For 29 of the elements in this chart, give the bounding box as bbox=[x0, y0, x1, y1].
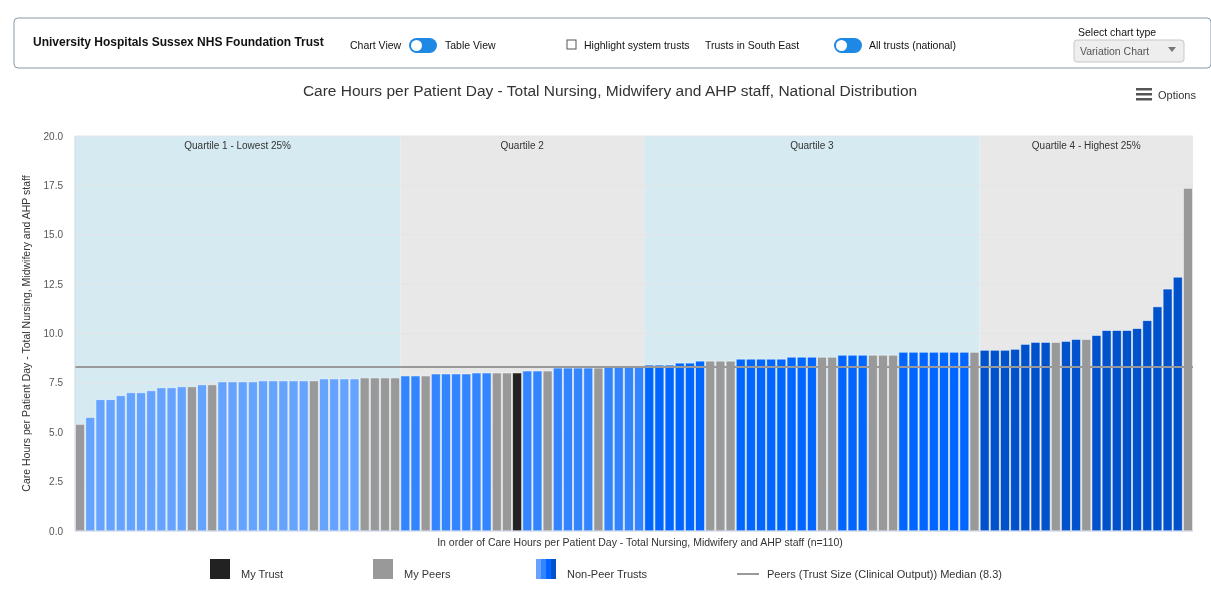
y-tick-label: 7.5 bbox=[49, 377, 64, 389]
text: Table View bbox=[445, 39, 496, 51]
text: All trusts (national) bbox=[869, 39, 956, 51]
y-tick-label: 12.5 bbox=[43, 278, 64, 290]
text: University Hospitals Sussex NHS Foundation Trust bbox=[33, 35, 324, 49]
y-tick-label: 15.0 bbox=[43, 229, 64, 241]
text: Trusts in South East bbox=[705, 39, 800, 51]
chart-title: Care Hours per Patient Day - Total Nursing, Midwifery and AHP staff, National Distribution bbox=[302, 82, 918, 99]
text: Options bbox=[1158, 89, 1197, 101]
annotation: Quartile 1 - Lowest 25% bbox=[184, 140, 292, 151]
y-tick-label: 17.5 bbox=[43, 179, 64, 191]
text: Highlight system trusts bbox=[584, 39, 690, 51]
legend-label: My Trust bbox=[241, 568, 284, 580]
y-tick-label: 5.0 bbox=[49, 426, 64, 438]
x-axis-title: In order of Care Hours per Patient Day - Total Nursing, Midwifery and AHP staff (n=110) bbox=[437, 536, 843, 548]
y-tick-label: 0.0 bbox=[49, 525, 64, 537]
legend-label: Non-Peer Trusts bbox=[567, 568, 648, 580]
y-axis-title: Care Hours per Patient Day - Total Nursing, Midwifery and AHP staff bbox=[20, 175, 32, 492]
legend-label: Peers (Trust Size (Clinical Output)) Median (8.3) bbox=[767, 568, 1002, 580]
legend-label: My Peers bbox=[404, 568, 451, 580]
text: Variation Chart bbox=[1080, 45, 1150, 57]
annotation: Quartile 2 bbox=[500, 140, 545, 151]
y-tick-label: 20.0 bbox=[43, 130, 64, 142]
y-tick-label: 10.0 bbox=[43, 328, 64, 339]
annotation: Quartile 3 bbox=[790, 140, 834, 151]
text: Chart View bbox=[350, 39, 402, 51]
text: Select chart type bbox=[1078, 26, 1157, 38]
y-tick-label: 2.5 bbox=[49, 476, 64, 488]
annotation: Quartile 4 - Highest 25% bbox=[1031, 140, 1141, 151]
